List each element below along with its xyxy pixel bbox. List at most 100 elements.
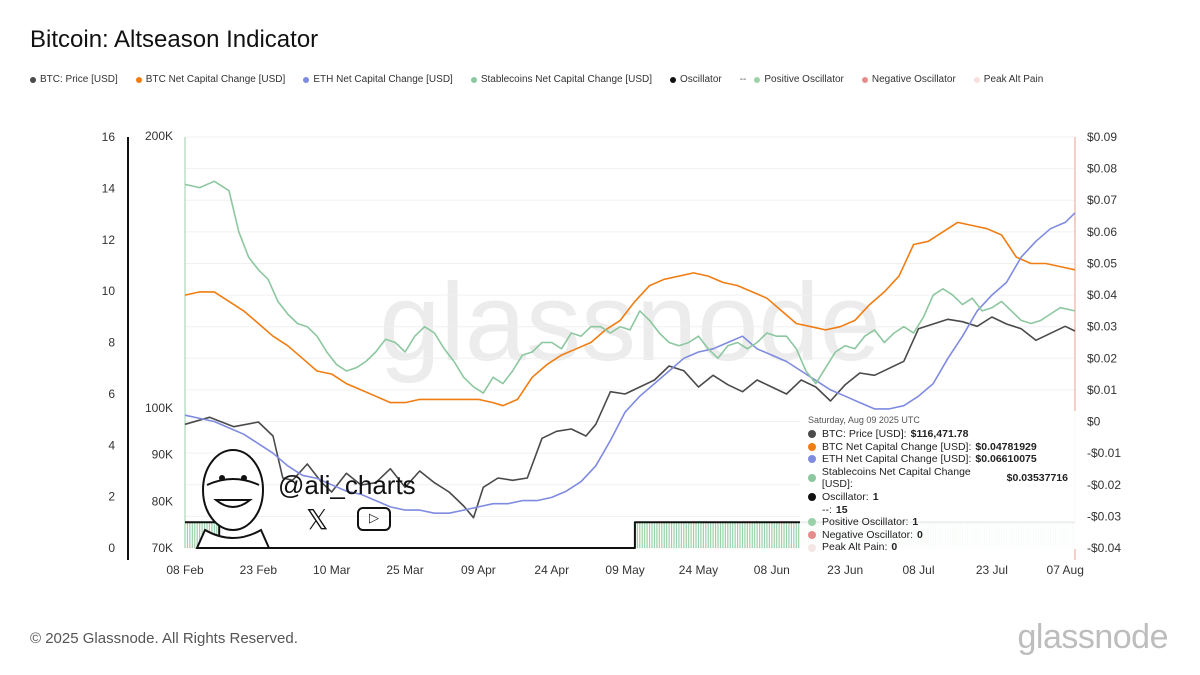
legend-label: BTC: Price [USD] [40, 74, 118, 85]
legend-item[interactable]: BTC: Price [USD] [30, 74, 118, 85]
brand-logo: glassnode [1017, 618, 1168, 656]
tooltip-value: 1 [912, 516, 919, 529]
right-axis-tick: $0.07 [1087, 193, 1117, 207]
right-axis-tick: -$0.01 [1087, 446, 1121, 460]
legend-label: Oscillator [680, 74, 722, 85]
price-axis-tick: 80K [152, 494, 173, 508]
legend-label: Negative Oscillator [871, 74, 956, 85]
legend-item[interactable]: Negative Oscillator [861, 74, 956, 85]
tooltip-swatch [808, 474, 816, 483]
legend-swatch [30, 76, 36, 83]
tooltip-label: Negative Oscillator: [822, 528, 914, 541]
tooltip-swatch [808, 493, 816, 502]
x-axis-tick: 08 Jul [903, 563, 935, 577]
tooltip-row: Peak Alt Pain: 0 [808, 541, 1068, 554]
legend-label: BTC Net Capital Change [USD] [145, 74, 286, 85]
x-axis-tick: 25 Mar [386, 563, 423, 577]
x-logo-icon: 𝕏 [306, 504, 329, 535]
data-tooltip: Saturday, Aug 09 2025 UTC BTC: Price [US… [800, 411, 1076, 553]
oscillator-axis-tick: 4 [108, 438, 115, 452]
tooltip-row: BTC: Price [USD]: $116,471.78 [808, 428, 1068, 441]
oscillator-axis-tick: 6 [108, 387, 115, 401]
series-line-2 [184, 212, 1076, 514]
right-axis-tick: $0.03 [1087, 320, 1117, 334]
right-axis-tick: $0.02 [1087, 351, 1117, 365]
legend-dash: -- [739, 74, 747, 85]
legend-label: Positive Oscillator [764, 74, 844, 85]
price-axis-tick: 100K [145, 401, 173, 415]
tooltip-value: 0 [917, 528, 923, 541]
youtube-icon: ▷ [357, 507, 391, 531]
tooltip-swatch [808, 531, 816, 540]
x-axis-tick: 09 Apr [461, 563, 496, 577]
right-axis-tick: -$0.03 [1087, 509, 1121, 523]
x-axis-tick: 23 Jun [827, 563, 863, 577]
right-axis-tick: $0.06 [1087, 225, 1117, 239]
copyright-footer: © 2025 Glassnode. All Rights Reserved. [30, 630, 298, 647]
tooltip-row: Negative Oscillator: 0 [808, 529, 1068, 542]
legend-label: Peak Alt Pain [983, 74, 1044, 85]
tooltip-value: $0.06610075 [975, 453, 1037, 466]
tooltip-label: Positive Oscillator: [822, 516, 909, 529]
x-axis-tick: 08 Jun [754, 563, 790, 577]
tooltip-row: BTC Net Capital Change [USD]: $0.04781929 [808, 441, 1068, 454]
tooltip-date: Saturday, Aug 09 2025 UTC [808, 415, 920, 425]
series-line-0 [184, 316, 1076, 519]
tooltip-value: $0.04781929 [975, 440, 1037, 453]
tooltip-row: Oscillator: 1 [808, 491, 1068, 504]
tooltip-swatch [808, 430, 816, 439]
oscillator-axis-tick: 10 [102, 284, 116, 298]
tooltip-value: 0 [891, 541, 898, 554]
x-axis-tick: 09 May [605, 563, 644, 577]
oscillator-axis-tick: 8 [108, 336, 115, 350]
oscillator-axis-tick: 14 [102, 181, 116, 195]
legend-item[interactable]: -- Positive Oscillator [740, 74, 844, 85]
tooltip-swatch [808, 455, 816, 464]
tooltip-label: Stablecoins Net Capital Change [USD]: [821, 465, 971, 491]
tooltip-label: BTC Net Capital Change [USD]: [822, 440, 972, 453]
legend-item[interactable]: Peak Alt Pain [973, 74, 1044, 85]
right-axis-tick: $0.05 [1087, 256, 1117, 270]
x-axis-tick: 23 Jul [976, 563, 1008, 577]
legend-item[interactable]: Stablecoins Net Capital Change [USD] [470, 74, 653, 85]
tooltip-value: $0.03537716 [1006, 472, 1068, 485]
x-axis-tick: 08 Feb [166, 563, 204, 577]
author-avatar [195, 449, 271, 549]
tooltip-label: ETH Net Capital Change [USD]: [822, 453, 972, 466]
legend-item[interactable]: Oscillator [670, 74, 722, 85]
series-line-3 [184, 180, 1076, 394]
legend-item[interactable]: ETH Net Capital Change [USD] [303, 74, 453, 85]
chart-title: Bitcoin: Altseason Indicator [30, 26, 319, 53]
tooltip-swatch [808, 543, 816, 552]
x-axis-tick: 23 Feb [240, 563, 278, 577]
x-axis-tick: 07 Aug [1047, 563, 1084, 577]
x-axis-tick: 10 Mar [313, 563, 350, 577]
tooltip-value: 15 [835, 503, 848, 516]
legend-swatch [973, 76, 980, 83]
legend-label: ETH Net Capital Change [USD] [313, 74, 453, 85]
legend-label: Stablecoins Net Capital Change [USD] [480, 74, 653, 85]
legend-item[interactable]: BTC Net Capital Change [USD] [135, 74, 286, 85]
tooltip-row: --: 15 [808, 504, 1068, 517]
tooltip-row: Stablecoins Net Capital Change [USD]: $0.… [808, 466, 1068, 491]
right-axis-tick: $0.09 [1087, 130, 1117, 144]
price-axis-tick: 200K [145, 129, 173, 143]
right-axis-tick: -$0.02 [1087, 478, 1121, 492]
price-axis-tick: 90K [152, 448, 173, 462]
legend-swatch [670, 76, 677, 83]
oscillator-axis-tick: 12 [102, 233, 116, 247]
author-handle: @ali_charts [278, 470, 416, 500]
tooltip-label: Peak Alt Pain: [822, 541, 888, 554]
tooltip-swatch [808, 518, 816, 527]
legend-swatch [754, 76, 761, 83]
oscillator-axis-tick: 2 [108, 490, 115, 504]
tooltip-label: Oscillator: [822, 490, 869, 503]
series-line-1 [184, 221, 1076, 407]
tooltip-label: BTC: Price [USD]: [822, 428, 907, 440]
tooltip-swatch [808, 505, 816, 514]
oscillator-axis-tick: 16 [102, 130, 116, 144]
legend-swatch [470, 76, 477, 83]
tooltip-row: ETH Net Capital Change [USD]: $0.06610075 [808, 453, 1068, 466]
right-axis-tick: $0.04 [1087, 288, 1117, 302]
